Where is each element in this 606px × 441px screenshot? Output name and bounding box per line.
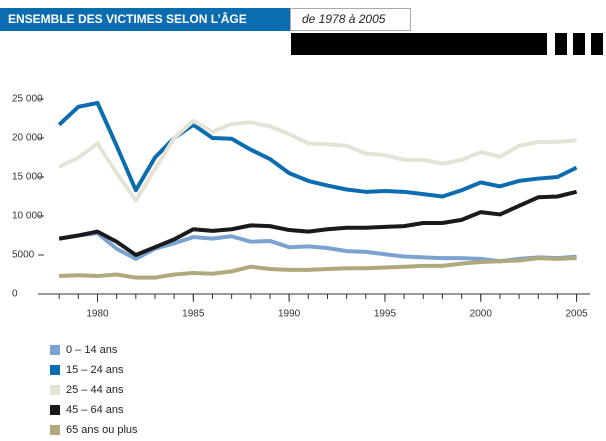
legend-label: 25 – 44 ans	[66, 384, 124, 396]
series-line	[58, 118, 577, 203]
x-tick-label: 1980	[86, 309, 109, 320]
legend-label: 0 – 14 ans	[66, 344, 118, 356]
series-line	[57, 100, 578, 199]
y-tick-label: 5000	[12, 250, 35, 261]
legend-swatch	[50, 385, 60, 395]
chart-subtitle: de 1978 à 2005	[302, 12, 386, 26]
deco-bar	[591, 33, 603, 55]
series-line	[58, 231, 577, 264]
title-box	[0, 8, 290, 31]
x-tick-label: 1995	[374, 309, 397, 320]
y-tick-label: 20 000	[12, 133, 43, 144]
legend-swatch	[50, 365, 60, 375]
series-line	[58, 189, 578, 257]
legend-swatch	[50, 345, 60, 355]
legend-label: 15 – 24 ans	[66, 364, 124, 376]
x-tick-label: 1985	[182, 309, 205, 320]
legend-label: 65 ans ou plus	[66, 424, 138, 436]
subtitle-box	[290, 8, 411, 31]
chart-title: ENSEMBLE DES VICTIMES SELON L’ÂGE	[8, 11, 247, 26]
x-tick-label: 1990	[278, 309, 301, 320]
y-tick-label: 25 000	[12, 94, 43, 105]
legend-swatch	[50, 405, 60, 415]
deco-bar	[291, 33, 547, 55]
y-tick-label: 0	[12, 289, 18, 300]
deco-bar	[573, 33, 585, 55]
deco-bar	[555, 33, 567, 55]
series-line	[59, 256, 577, 280]
legend-label: 45 – 64 ans	[66, 404, 124, 416]
legend-swatch	[50, 425, 60, 435]
x-tick-label: 2005	[565, 309, 588, 320]
x-tick-label: 2000	[470, 309, 493, 320]
y-tick-label: 15 000	[12, 172, 43, 183]
y-tick-label: 10 000	[12, 211, 43, 222]
